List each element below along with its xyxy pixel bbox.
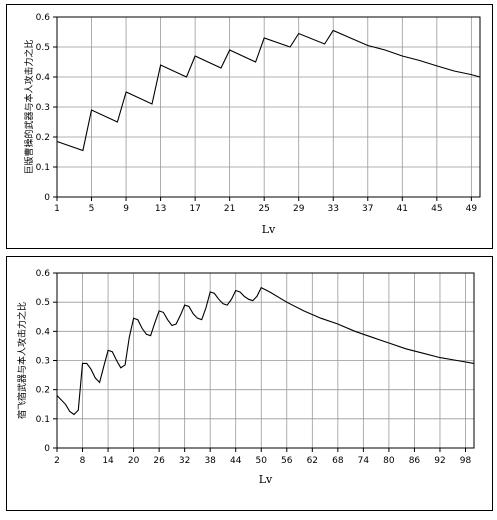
x-tick-label: 21 xyxy=(224,204,235,214)
x-tick-label: 44 xyxy=(230,456,242,466)
series-line xyxy=(56,286,475,416)
y-tick-label: 0 xyxy=(44,193,50,203)
chart-top-svg: 0 0.1 0.2 0.3 0.4 0.5 0.6 1 5 9 13 17 21 25 29 33 37 41 45… xyxy=(23,13,481,236)
x-tick-label: 38 xyxy=(204,456,216,466)
x-tick-label: 17 xyxy=(189,204,200,214)
x-tick-label: 50 xyxy=(256,456,268,466)
x-tick-label: 13 xyxy=(155,204,166,214)
x-tick-label: 45 xyxy=(431,204,442,214)
y-tick-label: 0.4 xyxy=(36,327,51,337)
y-axis-title: 巨版曹操的武器与本人攻击力之比 xyxy=(23,39,35,174)
x-tick-label: 41 xyxy=(397,204,408,214)
plot-area-border xyxy=(56,272,475,449)
y-tick-label: 0.3 xyxy=(36,103,50,113)
x-tick-label: 62 xyxy=(307,456,318,466)
chart-bottom-svg: 0 0.1 0.2 0.3 0.4 0.5 0.6 2 8 14 20 26 32 38 44 50 56 62 6… xyxy=(16,269,475,486)
chart-panel-bottom: 0 0.1 0.2 0.3 0.4 0.5 0.6 2 8 14 20 26 32 38 44 50 56 62 6… xyxy=(6,256,493,511)
y-tick-label: 0.4 xyxy=(36,73,51,83)
chart-panel-top: 0 0.1 0.2 0.3 0.4 0.5 0.6 1 5 9 13 17 21 25 29 33 37 41 45… xyxy=(6,4,493,249)
x-tick-label: 56 xyxy=(281,456,293,466)
x-tick-label: 26 xyxy=(153,456,165,466)
x-axis-title: Lv xyxy=(259,473,273,486)
y-tick-label: 0 xyxy=(44,444,50,454)
x-tick-label: 74 xyxy=(358,456,370,466)
y-tick-label: 0.1 xyxy=(36,415,50,425)
x-tick-label: 20 xyxy=(128,456,140,466)
x-tick-label: 86 xyxy=(409,456,421,466)
y-axis-title: 宿飞宿武器与本人攻击力之比 xyxy=(16,302,28,419)
y-tick-label: 0.6 xyxy=(36,269,51,279)
x-tick-label: 49 xyxy=(466,204,478,214)
y-tick-label: 0.3 xyxy=(36,357,50,367)
y-tick-label: 0.2 xyxy=(36,133,50,143)
x-tick-label: 80 xyxy=(383,456,395,466)
x-tick-label: 29 xyxy=(293,204,305,214)
x-tick-label: 2 xyxy=(54,456,60,466)
x-tick-label: 25 xyxy=(258,204,269,214)
x-tick-label: 92 xyxy=(434,456,445,466)
x-tick-label: 1 xyxy=(54,204,60,214)
y-tick-label: 0.6 xyxy=(36,13,51,23)
x-tick-label: 9 xyxy=(123,204,129,214)
y-tick-label: 0.1 xyxy=(36,163,50,173)
y-tick-label: 0.5 xyxy=(36,43,50,53)
y-tick-label: 0.2 xyxy=(36,386,50,396)
series-line xyxy=(56,29,481,152)
x-tick-label: 68 xyxy=(332,456,344,466)
x-tick-label: 33 xyxy=(328,204,339,214)
x-axis-title: Lv xyxy=(262,223,276,236)
plot-area-border xyxy=(56,16,481,198)
x-tick-label: 32 xyxy=(179,456,190,466)
y-tick-label: 0.5 xyxy=(36,298,50,308)
x-tick-label: 5 xyxy=(89,204,95,214)
x-tick-label: 98 xyxy=(460,456,472,466)
x-tick-label: 14 xyxy=(102,456,114,466)
x-tick-label: 8 xyxy=(80,456,86,466)
x-tick-label: 37 xyxy=(362,204,373,214)
